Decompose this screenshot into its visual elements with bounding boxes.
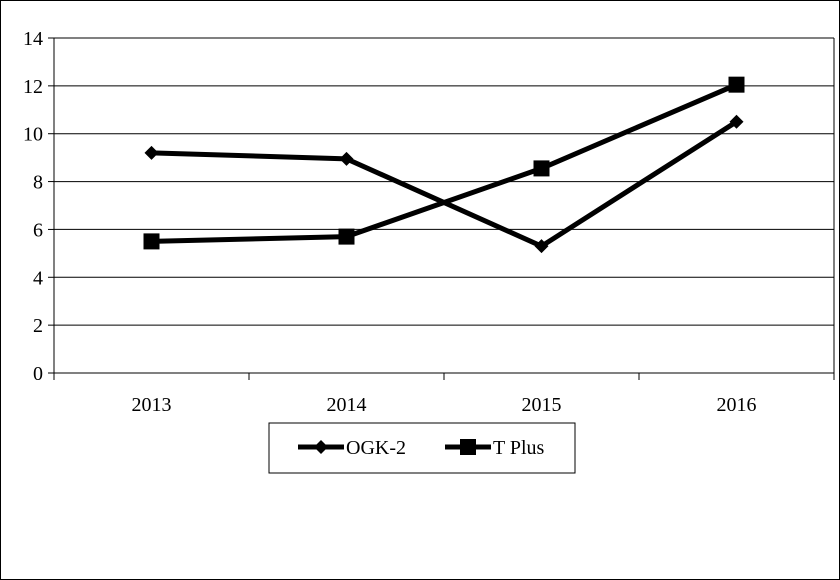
series-lines xyxy=(143,76,745,254)
y-tick-label-4: 4 xyxy=(33,267,43,289)
y-tick-label-2: 2 xyxy=(33,315,43,337)
x-tick-labels: 2013 2014 2015 2016 xyxy=(132,394,757,416)
x-tick-label-2014: 2014 xyxy=(327,394,367,416)
point-t-plus-2016 xyxy=(728,76,745,93)
legend: OGK-2 T Plus xyxy=(268,422,576,474)
series-line-ogk-2 xyxy=(151,119,738,250)
y-tick-label-8: 8 xyxy=(33,172,43,194)
series-ogk-2 xyxy=(144,114,744,254)
y-tick-label-12: 12 xyxy=(23,76,43,98)
series-t-plus xyxy=(143,76,745,250)
x-tick-label-2015: 2015 xyxy=(522,394,562,416)
y-tick-label-14: 14 xyxy=(23,28,43,50)
legend-marker-t-plus xyxy=(460,439,476,455)
point-ogk-2-2015 xyxy=(534,239,549,254)
point-ogk-2-2013 xyxy=(144,145,159,160)
point-ogk-2-2016 xyxy=(729,114,744,129)
point-t-plus-2014 xyxy=(338,228,355,245)
legend-label-t-plus: T Plus xyxy=(493,437,545,459)
point-ogk-2-2014 xyxy=(339,151,354,166)
y-tick-labels: 0 2 4 6 8 10 12 14 xyxy=(23,28,43,385)
y-tick-label-10: 10 xyxy=(23,124,43,146)
legend-marker-ogk-2 xyxy=(314,440,328,454)
y-tick-label-0: 0 xyxy=(33,363,43,385)
y-tick-label-6: 6 xyxy=(33,219,43,241)
point-t-plus-2015 xyxy=(533,160,550,177)
axes xyxy=(48,37,835,380)
legend-label-ogk-2: OGK-2 xyxy=(346,437,406,459)
x-tick-label-2016: 2016 xyxy=(717,394,757,416)
series-line-t-plus xyxy=(151,82,738,244)
gridlines xyxy=(54,37,834,374)
point-t-plus-2013 xyxy=(143,233,160,250)
x-tick-label-2013: 2013 xyxy=(132,394,172,416)
